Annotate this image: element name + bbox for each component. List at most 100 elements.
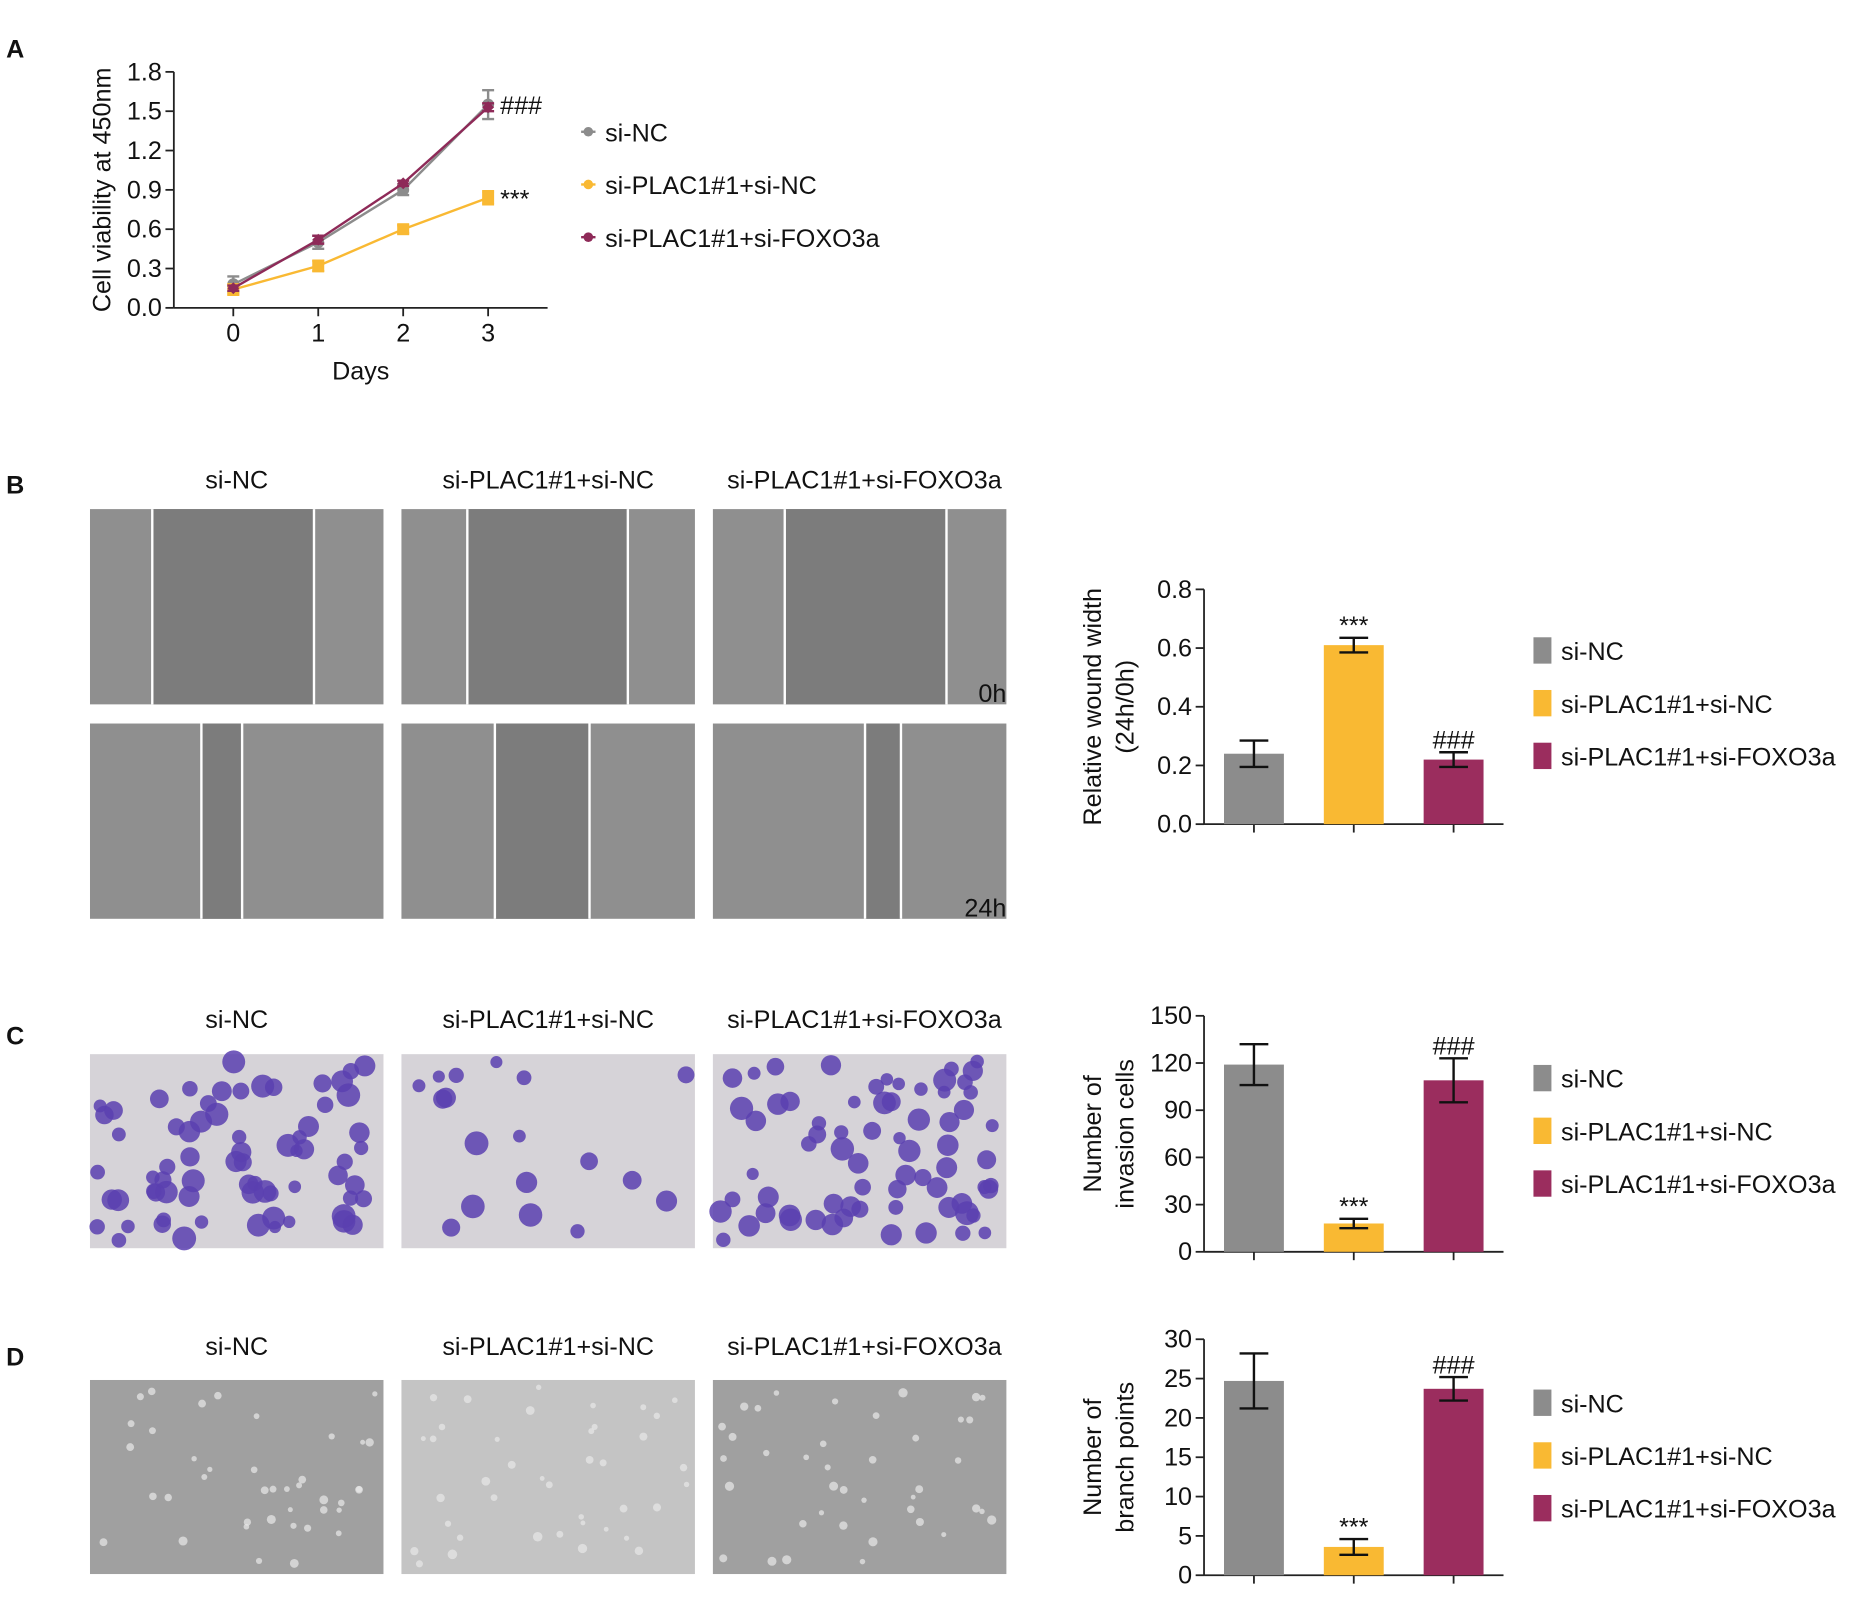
cell	[415, 1560, 423, 1568]
cell	[603, 1526, 609, 1532]
cell	[111, 1127, 126, 1142]
wound-area	[152, 509, 314, 705]
cell	[266, 1514, 276, 1525]
legend-swatch	[1533, 1389, 1552, 1416]
cell	[198, 1399, 206, 1408]
cell	[289, 1559, 299, 1568]
cell	[962, 1060, 983, 1081]
cell	[136, 1393, 144, 1401]
image-title: si-PLAC1#1+si-NC	[442, 1006, 654, 1034]
cell	[652, 1503, 662, 1512]
cell	[819, 1440, 827, 1448]
cell	[290, 1522, 297, 1529]
cell	[639, 1432, 648, 1441]
cell	[623, 1535, 630, 1541]
cell	[821, 1213, 844, 1236]
legend-label: si-PLAC1#1+si-NC	[1561, 691, 1773, 719]
micrograph	[712, 723, 1007, 919]
cell	[516, 1070, 532, 1086]
y-axis-label: Cell viability at 450nm	[88, 68, 116, 313]
cell	[107, 1189, 130, 1212]
cell	[937, 1085, 951, 1099]
cell	[939, 1111, 960, 1133]
cell	[953, 1099, 975, 1121]
cell	[535, 1384, 542, 1391]
significance-label: ***	[1339, 1513, 1369, 1541]
y-tick-label: 0.3	[127, 255, 162, 283]
cell	[412, 1079, 426, 1093]
cell	[146, 1183, 162, 1199]
cell	[328, 1165, 348, 1186]
data-point	[482, 191, 495, 204]
cell	[915, 1222, 937, 1244]
cell	[823, 1193, 844, 1214]
cell	[232, 1129, 247, 1145]
cell	[977, 1150, 997, 1170]
cell	[720, 1455, 727, 1462]
cell	[907, 1108, 931, 1131]
cell	[149, 1492, 157, 1501]
wound-area	[784, 509, 947, 705]
cell	[438, 1423, 446, 1431]
legend-marker	[583, 126, 594, 137]
cell	[580, 1520, 586, 1526]
cell	[619, 1504, 628, 1513]
time-label: 0h	[978, 680, 1006, 708]
cell	[818, 1510, 825, 1516]
cell	[344, 1175, 365, 1195]
cell	[910, 1494, 916, 1500]
cell	[99, 1538, 108, 1547]
cell	[979, 1508, 985, 1515]
cell	[337, 1499, 345, 1507]
cell	[847, 1152, 869, 1174]
cell	[880, 1073, 894, 1086]
cell	[966, 1416, 974, 1424]
error-bar	[1339, 1217, 1369, 1230]
cell	[447, 1549, 458, 1560]
cell	[288, 1180, 302, 1194]
cell	[494, 1436, 500, 1442]
error-bar	[1439, 1057, 1468, 1104]
cell	[126, 1443, 135, 1452]
cell	[429, 1435, 437, 1443]
cell	[755, 1203, 776, 1224]
cell	[895, 1164, 917, 1186]
legend-label: si-NC	[1561, 1390, 1624, 1418]
cell	[432, 1070, 445, 1083]
cell	[282, 1215, 296, 1229]
cell	[859, 1558, 866, 1565]
wound-area	[201, 723, 243, 919]
time-label: 24h	[964, 894, 1006, 922]
significance-label: ***	[1339, 612, 1369, 640]
cell	[180, 1147, 200, 1167]
legend-label: si-PLAC1#1+si-NC	[1561, 1443, 1773, 1471]
image-title: si-NC	[205, 467, 268, 495]
cell	[250, 1466, 258, 1474]
cell	[983, 1177, 999, 1194]
cell	[893, 1131, 906, 1145]
cell	[149, 1089, 169, 1109]
cell	[779, 1208, 802, 1231]
cell	[738, 1215, 760, 1237]
cell	[539, 1476, 545, 1481]
cell	[463, 1395, 472, 1404]
y-axis-label: invasion cells	[1111, 1059, 1139, 1209]
cell	[801, 1136, 817, 1152]
bar	[1223, 1380, 1284, 1576]
bar	[1423, 759, 1484, 825]
cell	[159, 1158, 176, 1175]
cell	[349, 1122, 370, 1143]
cell	[360, 1439, 366, 1445]
cell	[316, 1096, 334, 1114]
micrograph	[401, 1379, 695, 1575]
legend-swatch	[1533, 1442, 1552, 1469]
cell	[556, 1530, 564, 1538]
cell	[622, 1170, 642, 1190]
cell	[442, 1218, 461, 1237]
y-tick-label: 0.8	[1157, 576, 1192, 604]
cell	[251, 1074, 275, 1098]
legend-swatch	[1533, 1494, 1552, 1522]
cell	[260, 1486, 269, 1495]
cell	[194, 1215, 209, 1229]
